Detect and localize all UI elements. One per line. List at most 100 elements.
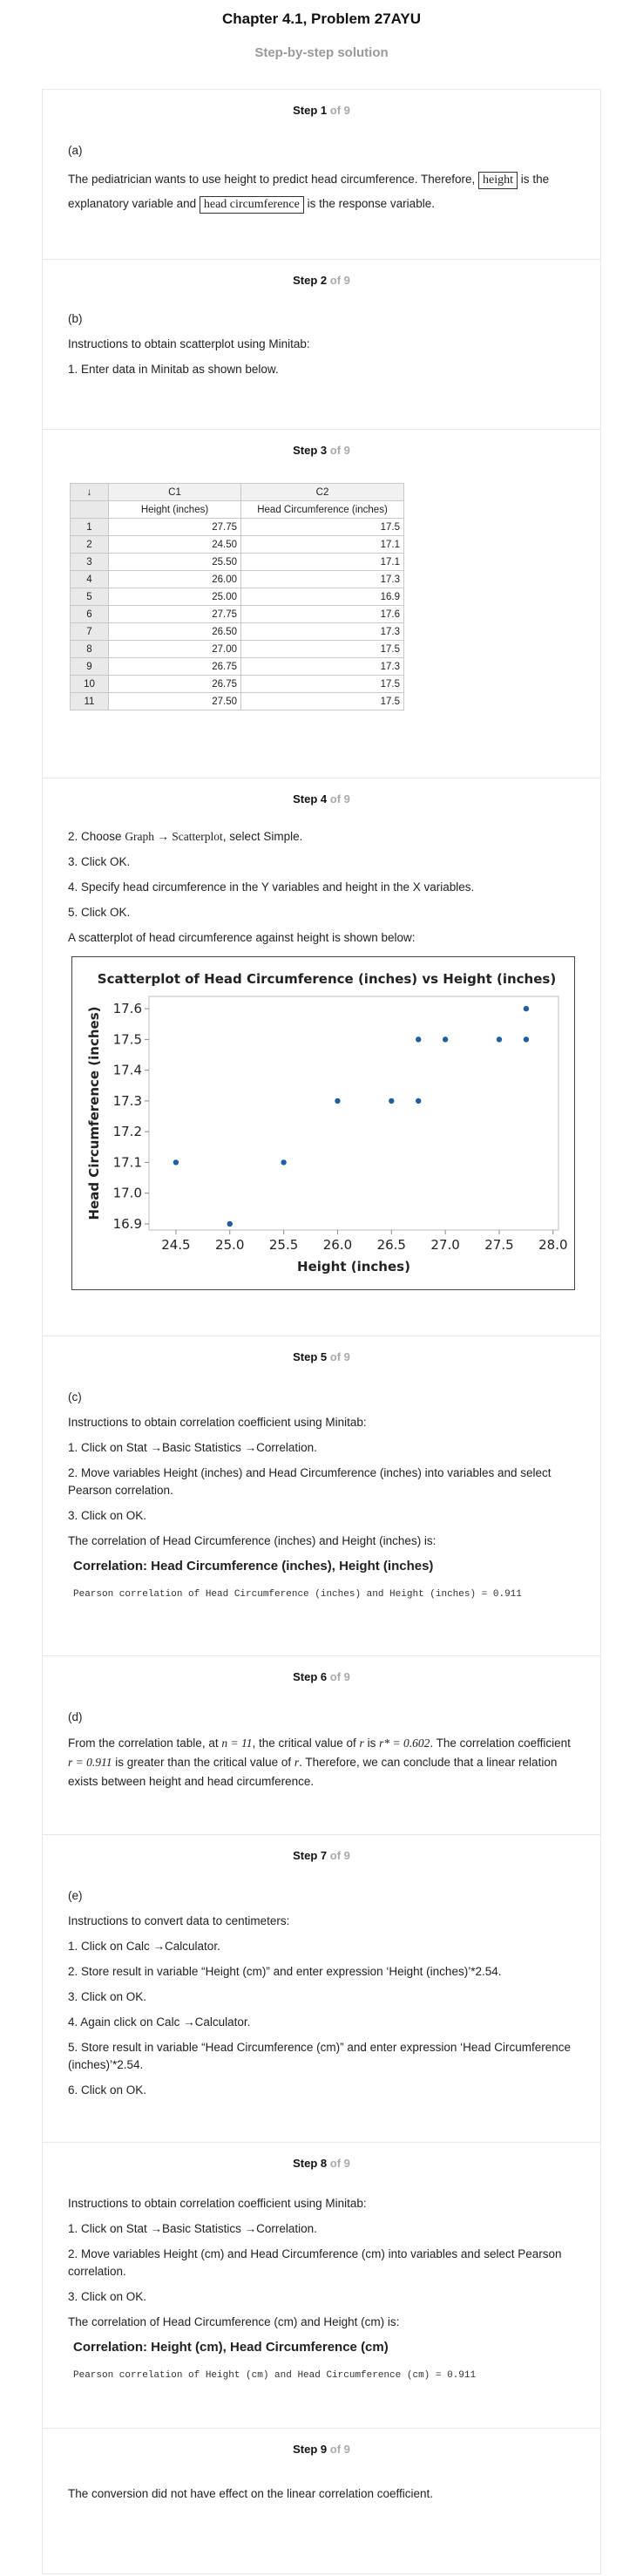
cell-head-circumference[interactable]: 17.3 [240, 570, 404, 588]
table-row: 10 26.75 17.5 [70, 675, 404, 693]
x-tick-label: 25.0 [215, 1237, 244, 1253]
row-index[interactable]: 9 [70, 657, 109, 676]
cell-height[interactable]: 27.75 [108, 518, 241, 536]
step-word: Step [293, 1350, 318, 1363]
step-text: 1. Click on Stat →Basic Statistics →Corr… [68, 2222, 317, 2235]
row-index[interactable]: 10 [70, 675, 109, 693]
table-row: 3 25.50 17.1 [70, 553, 404, 571]
y-tick-label: 17.3 [113, 1093, 142, 1109]
text: 2. Choose [68, 830, 122, 843]
y-axis-label: Head Circumference (inches) [86, 1007, 102, 1220]
x-tick-label: 24.5 [161, 1237, 190, 1253]
column-name-height[interactable]: Height (inches) [108, 500, 241, 519]
cell-head-circumference[interactable]: 17.5 [240, 518, 404, 536]
cell-head-circumference[interactable]: 17.1 [240, 553, 404, 571]
data-point [335, 1098, 341, 1104]
cell-height[interactable]: 27.00 [108, 640, 241, 658]
cell-height[interactable]: 24.50 [108, 535, 241, 554]
y-tick-label: 17.0 [113, 1186, 142, 1201]
row-index[interactable]: 2 [70, 535, 109, 554]
data-point [227, 1220, 233, 1227]
step-header: Step 3 of 9 [43, 444, 600, 457]
step-1: Step 1 of 9 (a) The pediatrician wants t… [42, 89, 601, 259]
cell-head-circumference[interactable]: 17.5 [240, 640, 404, 658]
cell-height[interactable]: 27.75 [108, 605, 241, 623]
step-number: 7 [320, 1849, 328, 1862]
step-3: Step 3 of 9 ↓ C1 C2 Height (inches) Head… [42, 429, 601, 778]
column-name-row: Height (inches) Head Circumference (inch… [70, 500, 404, 519]
step-of: of 9 [329, 2157, 350, 2170]
x-tick-label: 28.0 [538, 1237, 567, 1253]
step-text: 6. Click on OK. [68, 2083, 147, 2097]
step-header: Step 4 of 9 [43, 792, 600, 805]
math-r: r [294, 1756, 300, 1769]
step-header: Step 7 of 9 [43, 1849, 600, 1862]
step-text: A scatterplot of head circumference agai… [68, 931, 416, 944]
column-id-row: ↓ C1 C2 [70, 483, 404, 501]
y-tick-label: 16.9 [113, 1216, 142, 1232]
cell-height[interactable]: 25.50 [108, 553, 241, 571]
row-index[interactable]: 1 [70, 518, 109, 536]
text: is [367, 1737, 376, 1750]
cell-height[interactable]: 27.50 [108, 692, 241, 710]
step-word: Step [293, 792, 318, 805]
menu-path: Graph → Scatterplot [125, 830, 223, 843]
cell-head-circumference[interactable]: 17.5 [240, 675, 404, 693]
cell-head-circumference[interactable]: 17.6 [240, 605, 404, 623]
step-text: The correlation of Head Circumference (c… [68, 2315, 400, 2328]
row-index[interactable]: 5 [70, 588, 109, 606]
step-text: 5. Click OK. [68, 906, 131, 919]
step-header: Step 5 of 9 [43, 1350, 600, 1363]
step-text: 3. Click OK. [68, 855, 131, 868]
corner-arrow[interactable]: ↓ [70, 483, 109, 501]
step-number: 5 [320, 1350, 328, 1363]
table-row: 11 27.50 17.5 [70, 692, 404, 710]
data-point [523, 1037, 530, 1043]
text: . Therefore, we can conclude that a line… [68, 1756, 558, 1788]
step-word: Step [293, 444, 318, 457]
column-id-c1[interactable]: C1 [108, 483, 241, 501]
cell-head-circumference[interactable]: 17.5 [240, 692, 404, 710]
y-tick-label: 17.1 [113, 1154, 142, 1170]
part-label: (e) [68, 1889, 83, 1902]
data-point [416, 1037, 422, 1043]
step-text: 1. Enter data in Minitab as shown below. [68, 363, 279, 376]
step-text: 2. Choose Graph → Scatterplot, select Si… [68, 828, 578, 846]
data-point [389, 1098, 395, 1104]
cell-head-circumference[interactable]: 17.3 [240, 657, 404, 676]
step-text: 5. Store result in variable “Head Circum… [68, 2041, 571, 2071]
step-number: 9 [320, 2443, 328, 2456]
y-tick-label: 17.6 [113, 1001, 142, 1016]
cell-height[interactable]: 25.00 [108, 588, 241, 606]
scatterplot-frame: Scatterplot of Head Circumference (inche… [71, 956, 575, 1290]
row-index[interactable]: 11 [70, 692, 109, 710]
step-number: 8 [320, 2157, 328, 2170]
cell-head-circumference[interactable]: 17.1 [240, 535, 404, 554]
cell-head-circumference[interactable]: 17.3 [240, 622, 404, 641]
cell-height[interactable]: 26.75 [108, 657, 241, 676]
step-text: 1. Click on Stat →Basic Statistics →Corr… [68, 1441, 317, 1454]
step-text: The correlation of Head Circumference (i… [68, 1534, 437, 1547]
row-index[interactable]: 4 [70, 570, 109, 588]
step-8: Step 8 of 9 Instructions to obtain corre… [42, 2142, 601, 2428]
correlation-result-title: Correlation: Height (cm), Head Circumfer… [73, 2340, 389, 2355]
cell-head-circumference[interactable]: 16.9 [240, 588, 404, 606]
column-name-head-circumference[interactable]: Head Circumference (inches) [240, 500, 404, 519]
cell-height[interactable]: 26.00 [108, 570, 241, 588]
step-of: of 9 [329, 1670, 350, 1683]
cell-height[interactable]: 26.75 [108, 675, 241, 693]
table-row: 9 26.75 17.3 [70, 657, 404, 676]
step-text: 4. Again click on Calc →Calculator. [68, 2015, 251, 2029]
step-word: Step [293, 1670, 318, 1683]
data-point [442, 1037, 449, 1043]
step-of: of 9 [329, 2443, 350, 2456]
answer-box-head-circumference: head circumference [199, 196, 304, 214]
row-index[interactable]: 7 [70, 622, 109, 641]
cell-height[interactable]: 26.50 [108, 622, 241, 641]
row-index[interactable]: 6 [70, 605, 109, 623]
row-index[interactable]: 8 [70, 640, 109, 658]
row-index[interactable]: 3 [70, 553, 109, 571]
step-6: Step 6 of 9 (d) From the correlation tab… [42, 1655, 601, 1834]
column-id-c2[interactable]: C2 [240, 483, 404, 501]
correlation-result-line: Pearson correlation of Height (cm) and H… [73, 2370, 477, 2381]
